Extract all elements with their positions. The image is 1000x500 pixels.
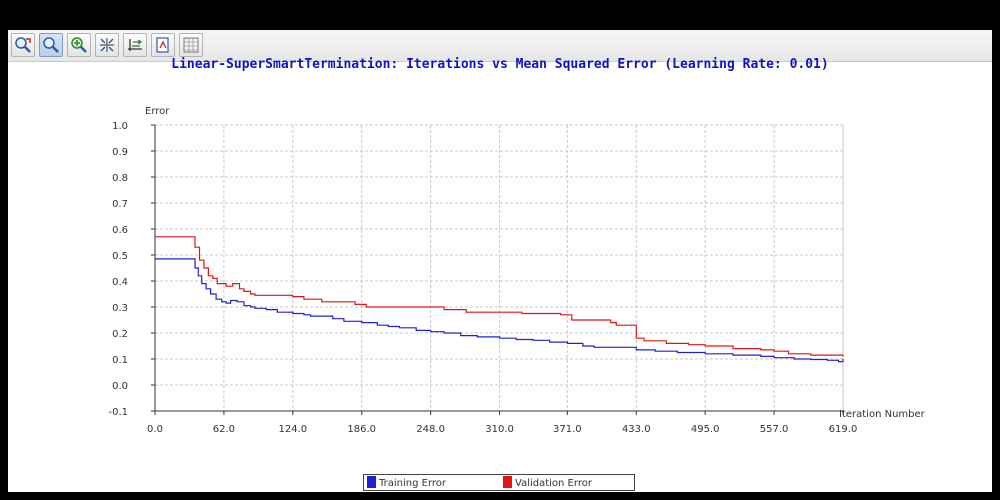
- pan-button[interactable]: [67, 33, 91, 57]
- legend-label-training: Training Error: [379, 478, 447, 489]
- chart-window: [8, 30, 992, 492]
- zoom-button[interactable]: [39, 33, 63, 57]
- legend-label-validation: Validation Error: [515, 478, 592, 489]
- zoom-icon: [43, 37, 59, 53]
- training-error-swatch: [367, 476, 376, 488]
- export-icon: [156, 37, 169, 53]
- data-table-button[interactable]: [179, 33, 203, 57]
- export-button[interactable]: [151, 33, 175, 57]
- zoom-reset-button[interactable]: [11, 33, 35, 57]
- chart-title: Linear-SuperSmartTermination: Iterations…: [171, 57, 829, 72]
- zoom-reset-icon: [15, 37, 31, 53]
- chart-legend: Training Error Validation Error: [363, 474, 635, 491]
- data-table-icon: [183, 37, 199, 53]
- axis-settings-button[interactable]: [123, 33, 147, 57]
- fit-icon: [100, 38, 114, 52]
- chart-toolbar: [8, 30, 992, 62]
- axis-settings-icon: [128, 39, 143, 51]
- fit-button[interactable]: [95, 33, 119, 57]
- pan-icon: [71, 37, 87, 53]
- legend-item-training: Training Error: [367, 476, 446, 490]
- validation-error-swatch: [503, 476, 512, 488]
- legend-item-validation: Validation Error: [503, 476, 592, 490]
